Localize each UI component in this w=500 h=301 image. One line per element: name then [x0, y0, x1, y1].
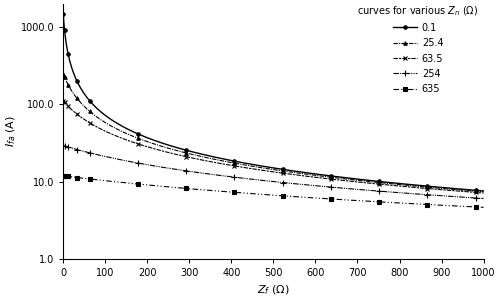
- Line: 635: 635: [62, 174, 485, 209]
- 254: [390, 190, 396, 194]
- 63.5: [408, 185, 414, 189]
- 635: [77, 176, 83, 180]
- 0.1: [408, 183, 414, 187]
- 25.4: [390, 182, 396, 186]
- 0.1: [60, 12, 66, 16]
- 25.4: [480, 190, 486, 194]
- Line: 254: 254: [60, 143, 486, 201]
- 635: [79, 176, 85, 180]
- 254: [60, 144, 66, 147]
- 63.5: [79, 116, 85, 119]
- 254: [77, 148, 83, 152]
- 0.1: [390, 181, 396, 185]
- 254: [207, 172, 213, 176]
- 63.5: [60, 99, 66, 103]
- 25.4: [60, 72, 66, 76]
- 25.4: [77, 100, 83, 104]
- 0.1: [419, 184, 425, 188]
- 635: [207, 189, 213, 192]
- 254: [79, 149, 85, 153]
- 0.1: [79, 88, 85, 92]
- 635: [60, 174, 66, 178]
- 63.5: [419, 186, 425, 190]
- Line: 63.5: 63.5: [61, 99, 486, 195]
- 63.5: [207, 160, 213, 163]
- 0.1: [207, 154, 213, 158]
- Legend: 0.1, 25.4, 63.5, 254, 635: 0.1, 25.4, 63.5, 254, 635: [358, 4, 478, 94]
- 63.5: [480, 191, 486, 195]
- 254: [419, 193, 425, 196]
- 635: [390, 201, 396, 204]
- 25.4: [207, 157, 213, 160]
- 635: [419, 202, 425, 206]
- 25.4: [419, 185, 425, 188]
- Line: 0.1: 0.1: [62, 12, 486, 193]
- 63.5: [390, 184, 396, 187]
- Line: 25.4: 25.4: [62, 72, 486, 194]
- X-axis label: $Z_f$ $(\Omega)$: $Z_f$ $(\Omega)$: [257, 283, 290, 297]
- 254: [480, 197, 486, 200]
- 0.1: [480, 189, 486, 193]
- 0.1: [77, 85, 83, 88]
- 254: [408, 192, 414, 195]
- 63.5: [77, 114, 83, 118]
- 25.4: [79, 102, 85, 106]
- 635: [408, 202, 414, 206]
- Y-axis label: $I_{fa}$ (A): $I_{fa}$ (A): [4, 115, 18, 147]
- 635: [480, 206, 486, 209]
- 25.4: [408, 184, 414, 188]
